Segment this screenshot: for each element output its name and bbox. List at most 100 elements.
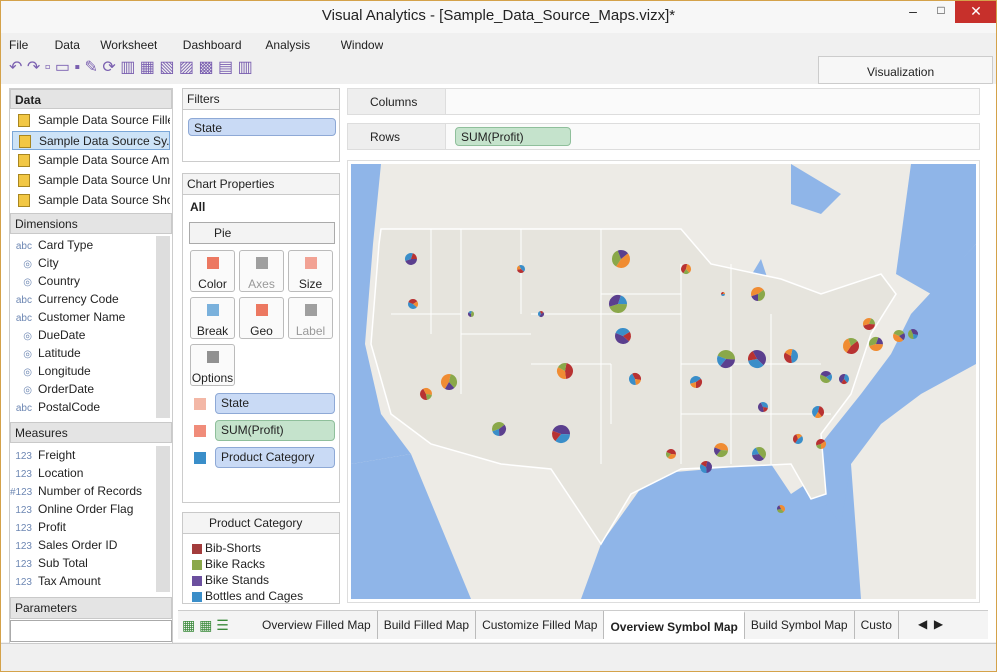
data-source[interactable]: Sample Data Source Sho... [12, 191, 170, 210]
field-item[interactable]: 123 Profit [10, 518, 156, 536]
shelf-icon [194, 452, 206, 464]
shelf-pill[interactable]: Product Category [215, 447, 335, 468]
sheet-tab[interactable]: Overview Symbol Map [604, 611, 745, 639]
field-item[interactable]: #123 Number of Records [10, 482, 156, 500]
property-button[interactable]: Size [288, 250, 333, 292]
field-icon: ◎ [23, 349, 32, 360]
field-item[interactable]: 123 Sub Total [10, 554, 156, 572]
field-item[interactable]: abc Card Type [10, 236, 156, 254]
pie-slice [841, 379, 848, 384]
maximize[interactable]: □ [937, 3, 945, 17]
menu-item[interactable]: Window [340, 38, 384, 52]
field-item[interactable]: abc Currency Code [10, 290, 156, 308]
pie-slice [690, 376, 701, 384]
field-label: OrderDate [38, 382, 95, 396]
pie-slice [913, 334, 918, 339]
property-button[interactable]: Color [190, 250, 235, 292]
field-item[interactable]: 123 Sales Order ID [10, 536, 156, 554]
source-icon [18, 194, 30, 207]
pie-symbol [666, 449, 676, 459]
menu-item[interactable]: Analysis [265, 38, 311, 52]
pie-slice [539, 312, 545, 318]
pacific [351, 164, 411, 464]
field-item[interactable]: 123 Location [10, 464, 156, 482]
sheet-tab[interactable]: Customize Filled Map [476, 611, 605, 639]
property-button[interactable]: Label [288, 297, 333, 339]
field-item[interactable]: abc PostalCode [10, 398, 156, 416]
field-item[interactable]: ◎ Latitude [10, 344, 156, 362]
scope: All [190, 200, 206, 214]
field-item[interactable]: ◎ Country [10, 272, 156, 290]
pie-symbol [615, 328, 631, 344]
field-item[interactable]: ◎ DueDate [10, 326, 156, 344]
property-button[interactable]: Axes [239, 250, 284, 292]
pie-symbol [843, 338, 859, 354]
shelf-pill[interactable]: SUM(Profit) [215, 420, 335, 441]
pie-slice [411, 253, 417, 259]
property-button[interactable]: Break [190, 297, 235, 339]
menu-item[interactable]: Worksheet [100, 38, 158, 52]
field-label: PostalCode [38, 400, 101, 414]
data-source[interactable]: Sample Data Source Unr... [12, 171, 170, 190]
menu-item[interactable]: File [9, 38, 29, 52]
field-item[interactable]: 123 Online Order Flag [10, 500, 156, 518]
data-source[interactable]: Sample Data Source Am... [12, 151, 170, 170]
pie-symbol [609, 295, 627, 313]
pie-symbol [517, 265, 525, 273]
minimize[interactable]: – [909, 3, 917, 19]
pie-slice [449, 374, 457, 388]
field-item[interactable]: ◎ City [10, 254, 156, 272]
field-item[interactable]: ◎ OrderDate [10, 380, 156, 398]
pie-slice [863, 318, 872, 326]
menu-item[interactable]: Dashboard [182, 38, 242, 52]
property-button[interactable]: Geo [239, 297, 284, 339]
columns-label: Columns [348, 89, 446, 114]
rows-label: Rows [348, 124, 446, 149]
pie-slice [839, 374, 846, 384]
property-button[interactable]: Options [190, 344, 235, 386]
atlantic [896, 164, 976, 294]
field-item[interactable]: abc Customer Name [10, 308, 156, 326]
sheet-tab[interactable]: Build Filled Map [378, 611, 477, 639]
field-icon: 123 [15, 559, 32, 570]
map [351, 164, 976, 599]
pie-slice [408, 299, 418, 304]
pie-slice [609, 304, 627, 313]
data-source[interactable]: Sample Data Source Sy... [12, 131, 170, 150]
pie-slice [752, 454, 764, 461]
shelf-icon [194, 425, 206, 437]
close[interactable]: ✕ [955, 1, 996, 23]
pie-symbol [812, 406, 824, 418]
pie-slice [405, 259, 417, 265]
pie-slice [555, 434, 570, 444]
tab-tools[interactable]: ▦ ▦ ☰ [182, 617, 229, 633]
data-source[interactable]: Sample Data Source Fille... [12, 111, 170, 130]
filter-pill[interactable]: State [188, 118, 336, 136]
tab-scroll[interactable]: ◀ ▶ [918, 617, 944, 631]
pie-slice [683, 269, 690, 274]
pie-slice [690, 382, 696, 388]
pie-slice [492, 429, 500, 436]
sheet-tab[interactable]: Build Symbol Map [745, 611, 855, 639]
pie-symbol [777, 505, 785, 513]
sheet-tab[interactable]: Overview Filled Map [256, 611, 378, 639]
rows-pill[interactable]: SUM(Profit) [455, 127, 571, 146]
field-item[interactable]: 123 Freight [10, 446, 156, 464]
pie-slice [413, 301, 418, 308]
pie-symbol [820, 371, 832, 383]
visualization-tab[interactable]: Visualization [818, 56, 993, 84]
pie-slice [755, 446, 767, 459]
legend-label: Bottles and Cages [205, 589, 304, 603]
field-item[interactable]: 123 Tax Amount [10, 572, 156, 590]
button-icon [207, 351, 219, 363]
usa [370, 228, 897, 546]
panel-header: Product Category [182, 512, 340, 534]
shelf-pill[interactable]: State [215, 393, 335, 414]
field-item[interactable]: ◎ Longitude [10, 362, 156, 380]
menu-item[interactable]: Data [54, 38, 80, 52]
chart-type-select[interactable]: Pie [189, 222, 335, 244]
source-icon [18, 174, 30, 187]
pie-slice [632, 373, 641, 380]
pie-slice [784, 352, 792, 363]
sheet-tab[interactable]: Custo [855, 611, 899, 639]
